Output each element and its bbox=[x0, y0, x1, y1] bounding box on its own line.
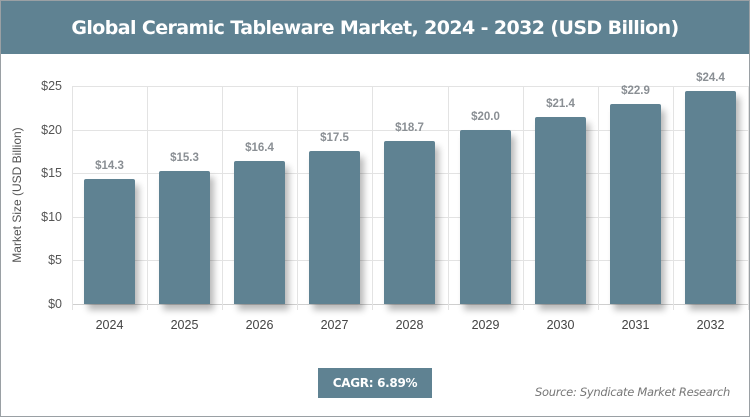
y-tick-label: $20 bbox=[41, 123, 62, 137]
bar-2026[interactable] bbox=[234, 161, 285, 304]
y-axis-label: Market Size (USD Billion) bbox=[10, 127, 24, 263]
bar-2032[interactable] bbox=[685, 91, 736, 304]
chart-title: Global Ceramic Tableware Market, 2024 - … bbox=[1, 1, 749, 54]
gridline-vertical bbox=[147, 86, 148, 310]
bar-2027[interactable] bbox=[309, 151, 360, 304]
x-tick-label: 2030 bbox=[546, 318, 575, 332]
x-tick-label: 2028 bbox=[395, 318, 424, 332]
cagr-badge: CAGR: 6.89% bbox=[318, 368, 432, 398]
y-tick-label: $10 bbox=[41, 210, 62, 224]
bar-2029[interactable] bbox=[460, 130, 511, 304]
bar-value-label: $14.3 bbox=[95, 160, 124, 172]
gridline-vertical bbox=[748, 86, 749, 310]
x-tick-label: 2025 bbox=[170, 318, 199, 332]
bar-value-label: $18.7 bbox=[395, 122, 424, 134]
gridline-vertical bbox=[598, 86, 599, 310]
y-tick-label: $25 bbox=[41, 79, 62, 93]
bar-2030[interactable] bbox=[535, 117, 586, 304]
gridline-horizontal bbox=[72, 86, 748, 87]
bar-2025[interactable] bbox=[159, 171, 210, 304]
y-tick-label: $0 bbox=[48, 297, 62, 311]
bar-2031[interactable] bbox=[610, 104, 661, 304]
gridline-vertical bbox=[523, 86, 524, 310]
bar-value-label: $22.9 bbox=[621, 85, 650, 97]
y-tick-label: $15 bbox=[41, 166, 62, 180]
bar-2028[interactable] bbox=[384, 141, 435, 304]
bar-value-label: $20.0 bbox=[471, 111, 500, 123]
source-note: Source: Syndicate Market Research bbox=[535, 385, 730, 399]
gridline-vertical bbox=[297, 86, 298, 310]
gridline-vertical bbox=[673, 86, 674, 310]
x-axis-line bbox=[72, 304, 748, 305]
gridline-vertical bbox=[222, 86, 223, 310]
bar-value-label: $21.4 bbox=[546, 98, 575, 110]
gridline-vertical bbox=[448, 86, 449, 310]
bar-value-label: $17.5 bbox=[320, 132, 349, 144]
gridline-vertical bbox=[372, 86, 373, 310]
gridline-horizontal bbox=[72, 130, 748, 131]
gridline-vertical bbox=[72, 86, 73, 310]
x-tick-label: 2032 bbox=[696, 318, 725, 332]
x-tick-label: 2027 bbox=[320, 318, 349, 332]
bar-value-label: $16.4 bbox=[245, 142, 274, 154]
y-tick-label: $5 bbox=[48, 253, 62, 267]
x-tick-label: 2026 bbox=[245, 318, 274, 332]
bar-value-label: $15.3 bbox=[170, 152, 199, 164]
x-tick-label: 2024 bbox=[95, 318, 124, 332]
bar-2024[interactable] bbox=[84, 179, 135, 304]
bar-value-label: $24.4 bbox=[696, 72, 725, 84]
x-tick-label: 2031 bbox=[621, 318, 650, 332]
x-tick-label: 2029 bbox=[471, 318, 500, 332]
